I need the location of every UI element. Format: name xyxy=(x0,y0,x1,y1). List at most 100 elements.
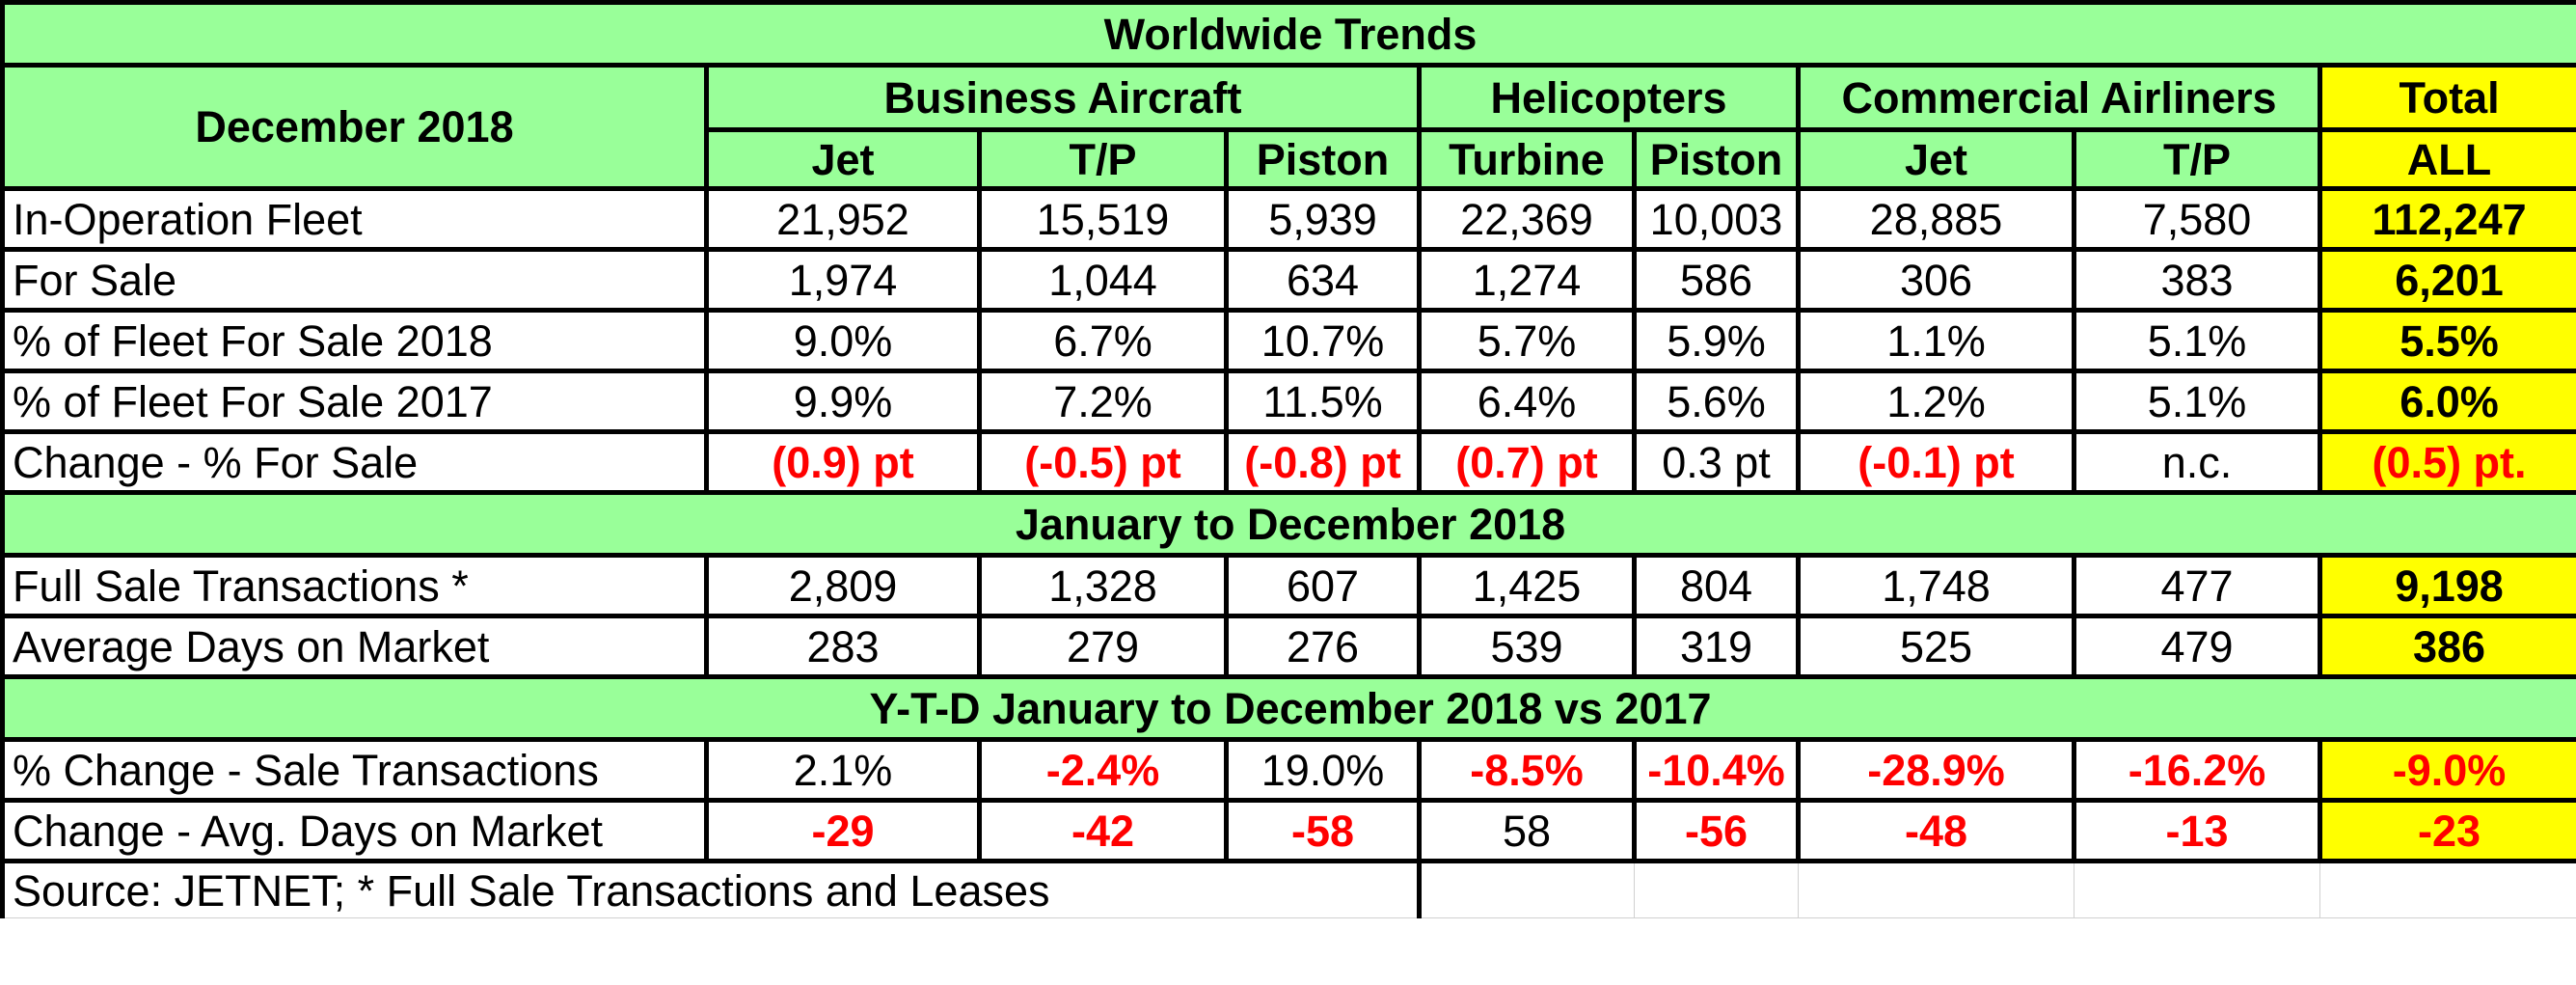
cell-commercial-tp: 7,580 xyxy=(2072,186,2322,252)
cell-business-tp: (-0.5) pt xyxy=(977,429,1229,495)
cell-helicopter-turbine: -8.5% xyxy=(1417,737,1637,803)
empty-cell xyxy=(1417,859,1635,918)
empty-cell xyxy=(1634,859,1799,918)
table-row: For Sale 1,974 1,044 634 1,274 586 306 383 6,201 xyxy=(0,247,2576,313)
cell-total-all: 386 xyxy=(2317,614,2576,679)
group-header-business-aircraft: Business Aircraft xyxy=(704,63,1422,132)
table-row: Average Days on Market 283 279 276 539 319 525… xyxy=(0,614,2576,679)
cell-helicopter-turbine: 22,369 xyxy=(1417,186,1637,252)
cell-commercial-tp: 5.1% xyxy=(2072,369,2322,434)
table-row: % of Fleet For Sale 2018 9.0% 6.7% 10.7% 5.7… xyxy=(0,308,2576,373)
row-label: Average Days on Market xyxy=(0,614,709,679)
cell-helicopter-turbine: 6.4% xyxy=(1417,369,1637,434)
row-label: % of Fleet For Sale 2017 xyxy=(0,369,709,434)
cell-business-tp: -42 xyxy=(977,798,1229,863)
cell-commercial-jet: -28.9% xyxy=(1796,737,2076,803)
empty-cell xyxy=(2074,859,2320,918)
cell-helicopter-piston: -10.4% xyxy=(1632,737,1801,803)
row-label: % Change - Sale Transactions xyxy=(0,737,709,803)
column-header-commercial-tp: T/P xyxy=(2072,127,2322,191)
cell-helicopter-turbine: 539 xyxy=(1417,614,1637,679)
cell-commercial-jet: 1.1% xyxy=(1796,308,2076,373)
cell-commercial-jet: 1.2% xyxy=(1796,369,2076,434)
cell-commercial-jet: 28,885 xyxy=(1796,186,2076,252)
cell-helicopter-turbine: (0.7) pt xyxy=(1417,429,1637,495)
cell-business-piston: 19.0% xyxy=(1224,737,1422,803)
cell-business-jet: 2,809 xyxy=(704,553,982,618)
table-row: Full Sale Transactions * 2,809 1,328 607 1,4… xyxy=(0,553,2576,618)
section-title: Y-T-D January to December 2018 vs 2017 xyxy=(0,674,2576,742)
column-header-business-piston: Piston xyxy=(1224,127,1422,191)
cell-commercial-tp: 479 xyxy=(2072,614,2322,679)
cell-business-piston: 607 xyxy=(1224,553,1422,618)
cell-business-piston: 276 xyxy=(1224,614,1422,679)
cell-total-all: -23 xyxy=(2317,798,2576,863)
cell-helicopter-piston: 5.6% xyxy=(1632,369,1801,434)
cell-business-jet: 1,974 xyxy=(704,247,982,313)
cell-business-tp: 15,519 xyxy=(977,186,1229,252)
cell-business-tp: 279 xyxy=(977,614,1229,679)
table-row: Change - % For Sale (0.9) pt (-0.5) pt (-0.… xyxy=(0,429,2576,495)
cell-commercial-tp: -13 xyxy=(2072,798,2322,863)
empty-cell xyxy=(2318,859,2576,918)
cell-business-piston: (-0.8) pt xyxy=(1224,429,1422,495)
cell-commercial-tp: 383 xyxy=(2072,247,2322,313)
table-row: Change - Avg. Days on Market -29 -42 -58 58-… xyxy=(0,798,2576,863)
cell-helicopter-turbine: 1,425 xyxy=(1417,553,1637,618)
cell-helicopter-turbine: 1,274 xyxy=(1417,247,1637,313)
cell-commercial-jet: (-0.1) pt xyxy=(1796,429,2076,495)
table-row: % of Fleet For Sale 2017 9.9% 7.2% 11.5% 6.4… xyxy=(0,369,2576,434)
cell-business-jet: 2.1% xyxy=(704,737,982,803)
cell-commercial-tp: -16.2% xyxy=(2072,737,2322,803)
source-footnote: Source: JETNET; * Full Sale Transactions… xyxy=(0,859,1420,918)
section-header-row: January to December 2018 xyxy=(0,490,2576,558)
column-header-commercial-jet: Jet xyxy=(1796,127,2076,191)
cell-total-all: 112,247 xyxy=(2317,186,2576,252)
cell-business-jet: (0.9) pt xyxy=(704,429,982,495)
cell-business-jet: -29 xyxy=(704,798,982,863)
cell-helicopter-piston: 804 xyxy=(1632,553,1801,618)
cell-business-piston: 10.7% xyxy=(1224,308,1422,373)
cell-helicopter-piston: 586 xyxy=(1632,247,1801,313)
cell-commercial-tp: 477 xyxy=(2072,553,2322,618)
cell-business-jet: 283 xyxy=(704,614,982,679)
column-header-helicopter-turbine: Turbine xyxy=(1417,127,1637,191)
column-header-business-tp: T/P xyxy=(977,127,1229,191)
cell-commercial-jet: 1,748 xyxy=(1796,553,2076,618)
footnote-row: Source: JETNET; * Full Sale Transactions… xyxy=(0,859,2576,918)
table-row: % Change - Sale Transactions 2.1% -2.4% 19.… xyxy=(0,737,2576,803)
cell-total-all: 6,201 xyxy=(2317,247,2576,313)
cell-total-all: (0.5) pt. xyxy=(2317,429,2576,495)
table-row: In-Operation Fleet 21,952 15,519 5,939 22,36… xyxy=(0,186,2576,252)
cell-helicopter-turbine: 5.7% xyxy=(1417,308,1637,373)
cell-business-piston: 11.5% xyxy=(1224,369,1422,434)
cell-business-piston: 634 xyxy=(1224,247,1422,313)
cell-business-tp: 1,044 xyxy=(977,247,1229,313)
section-header-row: Y-T-D January to December 2018 vs 2017 xyxy=(0,674,2576,742)
cell-helicopter-piston: 319 xyxy=(1632,614,1801,679)
group-header-helicopters: Helicopters xyxy=(1417,63,1801,132)
cell-helicopter-piston: -56 xyxy=(1632,798,1801,863)
row-label: Full Sale Transactions * xyxy=(0,553,709,618)
cell-helicopter-piston: 10,003 xyxy=(1632,186,1801,252)
cell-business-piston: 5,939 xyxy=(1224,186,1422,252)
group-header-total: Total xyxy=(2317,63,2576,132)
period-label: December 2018 xyxy=(0,63,709,191)
cell-commercial-tp: n.c. xyxy=(2072,429,2322,495)
table-title: Worldwide Trends xyxy=(0,0,2576,68)
row-label: Change - Avg. Days on Market xyxy=(0,798,709,863)
cell-commercial-jet: 306 xyxy=(1796,247,2076,313)
cell-helicopter-turbine: 58 xyxy=(1417,798,1637,863)
cell-business-tp: 1,328 xyxy=(977,553,1229,618)
cell-business-tp: 7.2% xyxy=(977,369,1229,434)
cell-business-tp: 6.7% xyxy=(977,308,1229,373)
cell-commercial-jet: 525 xyxy=(1796,614,2076,679)
cell-helicopter-piston: 5.9% xyxy=(1632,308,1801,373)
cell-total-all: -9.0% xyxy=(2317,737,2576,803)
row-label: In-Operation Fleet xyxy=(0,186,709,252)
cell-commercial-tp: 5.1% xyxy=(2072,308,2322,373)
cell-business-jet: 9.0% xyxy=(704,308,982,373)
row-label: % of Fleet For Sale 2018 xyxy=(0,308,709,373)
column-header-helicopter-piston: Piston xyxy=(1632,127,1801,191)
section-title: January to December 2018 xyxy=(0,490,2576,558)
